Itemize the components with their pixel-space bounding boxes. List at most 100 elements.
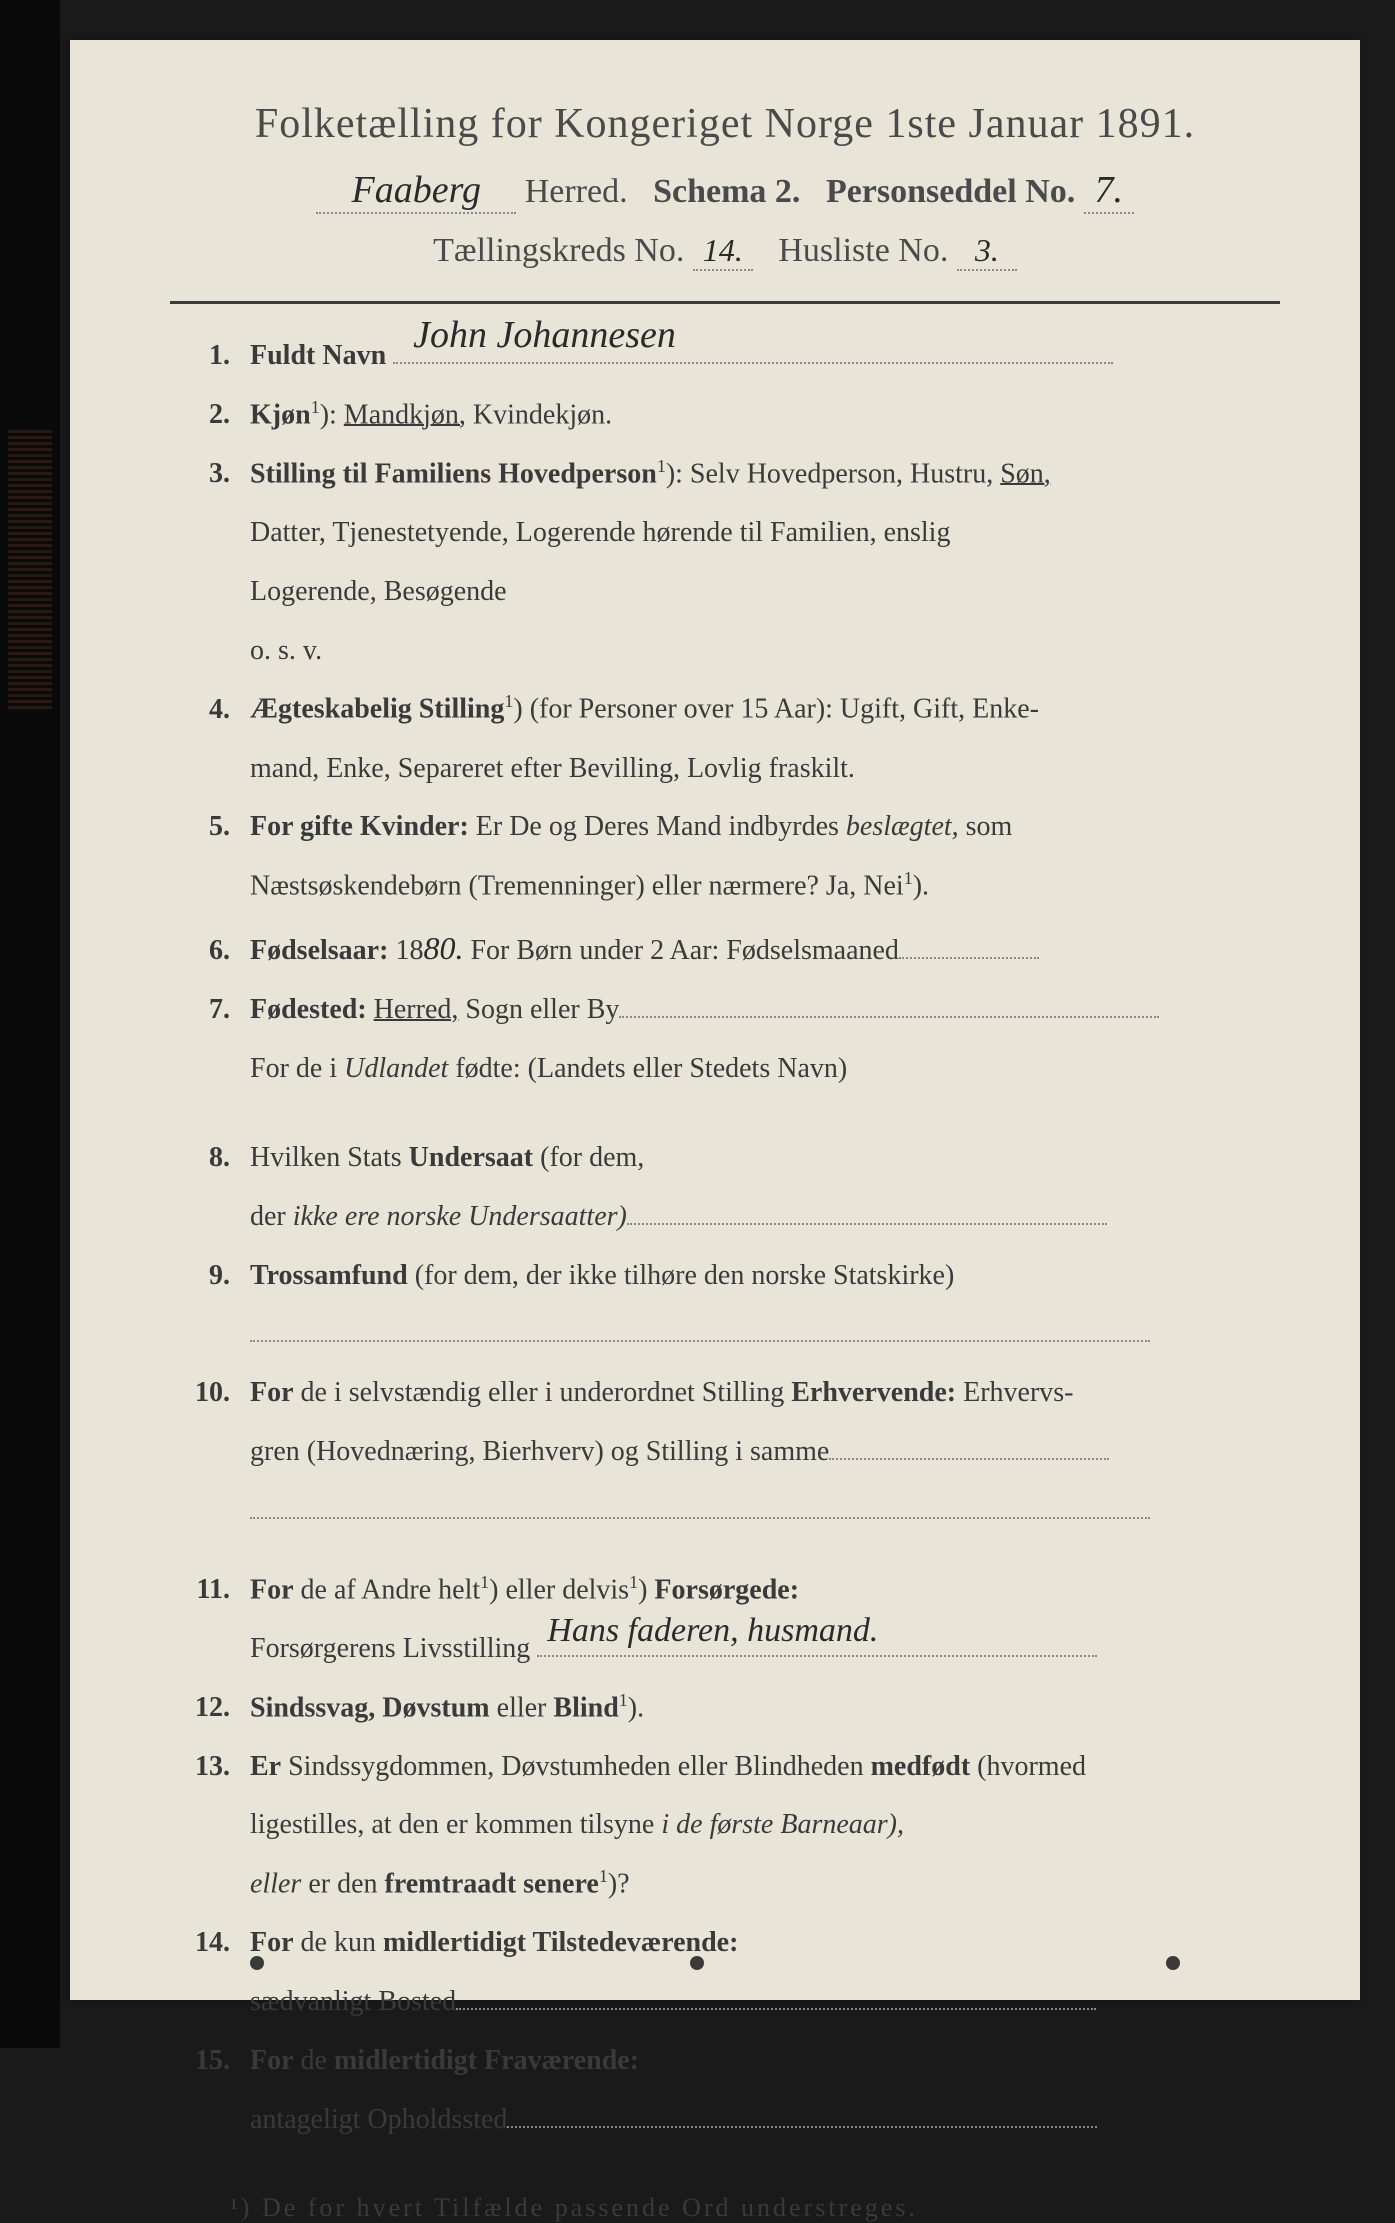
bold: midlertidigt Fraværende: [334,2045,639,2076]
text1: de af Andre helt [294,1574,481,1605]
mandkjon: Mandkjøn, [344,399,466,430]
bold: medfødt [871,1751,971,1782]
row-content: Sindssvag, Døvstum eller Blind1). [250,1686,1280,1731]
italic: beslægtet, [846,811,959,842]
row-content: For de kun midlertidigt Tilstedeværende: [250,1921,1280,1966]
cont: antageligt Opholdssted [250,2104,507,2135]
row-3-cont2: Logerende, Besøgende [250,570,1280,615]
punch-hole [250,1956,264,1970]
film-edge [0,0,60,2048]
text2: For Børn under 2 Aar: Fødselsmaaned [463,935,899,966]
sup: 1 [904,868,913,888]
header-divider [170,301,1280,304]
row-num: 5. [170,805,250,850]
kreds-value: 14. [693,232,753,271]
row-14: 14. For de kun midlertidigt Tilstedevære… [170,1921,1280,1966]
birthplace-field [619,1016,1159,1018]
italic: Udlandet [344,1053,448,1084]
cont-text: Næstsøskendebørn (Tremenninger) eller næ… [250,870,904,901]
row-13-cont2: eller er den fremtraadt senere1)? [250,1862,1280,1907]
husliste-label: Husliste No. [778,232,948,269]
bold: Erhvervende: [791,1377,956,1408]
row-content: Fuldt Navn John Johannesen [250,334,1280,379]
row-content: Fødselsaar: 1880. For Børn under 2 Aar: … [250,923,1280,974]
row-content: Kjøn1): Mandkjøn, Kvindekjøn. [250,393,1280,438]
row-num: 6. [170,929,250,974]
row-10-faded [250,1489,1280,1534]
row-11-cont: Forsørgerens Livsstilling Hans faderen, … [250,1627,1280,1672]
sup: 1 [629,1572,638,1592]
label: For gifte Kvinder: [250,811,469,842]
row-content: Ægteskabelig Stilling1) (for Personer ov… [250,687,1280,732]
sup: 1 [657,456,666,476]
row-12: 12. Sindssvag, Døvstum eller Blind1). [170,1686,1280,1731]
row-num: 15. [170,2039,250,2084]
text: Selv Hovedperson, Hustru, [690,458,1000,489]
row-num: 10. [170,1371,250,1416]
bold: Undersaat [409,1142,533,1173]
label: Fuldt Navn [250,340,386,371]
cont1: ligestilles, at den er kommen tilsyne [250,1809,661,1840]
text2: (for dem, [533,1142,644,1173]
text1: Hvilken Stats [250,1142,409,1173]
name-field: John Johannesen [393,362,1113,364]
faded-field [250,1517,1150,1519]
herred-label: Herred. [525,173,628,210]
text1: Sindssygdommen, Døvstumheden eller Blind… [281,1751,871,1782]
cont2: fødte: (Landets eller Stedets Navn) [448,1053,847,1084]
italic2: eller [250,1869,301,1900]
row-13: 13. Er Sindssygdommen, Døvstumheden elle… [170,1745,1280,1790]
row-content: Trossamfund (for dem, der ikke tilhøre d… [250,1254,1280,1299]
header-line-2: Faaberg Herred. Schema 2. Personseddel N… [170,168,1280,214]
label: For [250,1574,294,1605]
row-content: For de i selvstændig eller i underordnet… [250,1371,1280,1416]
footnote: ¹) De for hvert Tilfælde passende Ord un… [230,2193,1280,2223]
label: Fødested: [250,994,367,1025]
row-5: 5. For gifte Kvinder: Er De og Deres Man… [170,805,1280,850]
row-num: 2. [170,393,250,438]
row-content: Er Sindssygdommen, Døvstumheden eller Bl… [250,1745,1280,1790]
personseddel-label: Personseddel No. [826,173,1075,210]
bold: midlertidigt Tilstedeværende: [383,1927,738,1958]
occupation-field [829,1458,1109,1460]
name-value: John Johannesen [413,305,676,366]
herred-value: Faaberg [316,168,516,214]
row-num: 9. [170,1254,250,1299]
row-9: 9. Trossamfund (for dem, der ikke tilhør… [170,1254,1280,1299]
label: Kjøn [250,399,311,430]
label: For [250,1927,294,1958]
cont1: For de i [250,1053,344,1084]
text: (for Personer over 15 Aar): Ugift, Gift,… [530,694,1039,725]
label: Trossamfund [250,1260,408,1291]
text2: (hvormed [970,1751,1086,1782]
row-15: 15. For de midlertidigt Fraværende: [170,2039,1280,2084]
provider-field: Hans faderen, husmand. [537,1655,1097,1657]
sup: 1 [311,397,320,417]
row-content: For gifte Kvinder: Er De og Deres Mand i… [250,805,1280,850]
row-6: 6. Fødselsaar: 1880. For Børn under 2 Aa… [170,923,1280,974]
label: For [250,1377,294,1408]
row-1: 1. Fuldt Navn John Johannesen [170,334,1280,379]
row-content: Stilling til Familiens Hovedperson1): Se… [250,452,1280,497]
punch-hole [690,1956,704,1970]
text2: eller delvis [498,1574,629,1605]
son: Søn, [1000,458,1051,489]
trossamfund-field [250,1340,1150,1342]
husliste-value: 3. [957,232,1017,271]
sup: 1 [599,1866,608,1886]
schema-label: Schema 2. [653,173,800,210]
italic: ikke ere norske Undersaatter) [293,1201,627,1232]
row-9-field [250,1312,1280,1357]
text: eller [490,1692,554,1723]
bold2: fremtraadt senere [385,1869,599,1900]
text: Sogn eller By [458,994,619,1025]
cont: gren (Hovednæring, Bierhverv) og Stillin… [250,1436,829,1467]
header-title: Folketælling for Kongeriget Norge 1ste J… [170,100,1280,148]
bold: Blind [553,1692,618,1723]
row-10: 10. For de i selvstændig eller i underor… [170,1371,1280,1416]
row-2: 2. Kjøn1): Mandkjøn, Kvindekjøn. [170,393,1280,438]
text2: som [959,811,1013,842]
sup: 1 [504,691,513,711]
label: Sindssvag, Døvstum [250,1692,490,1723]
month-field [899,957,1039,959]
